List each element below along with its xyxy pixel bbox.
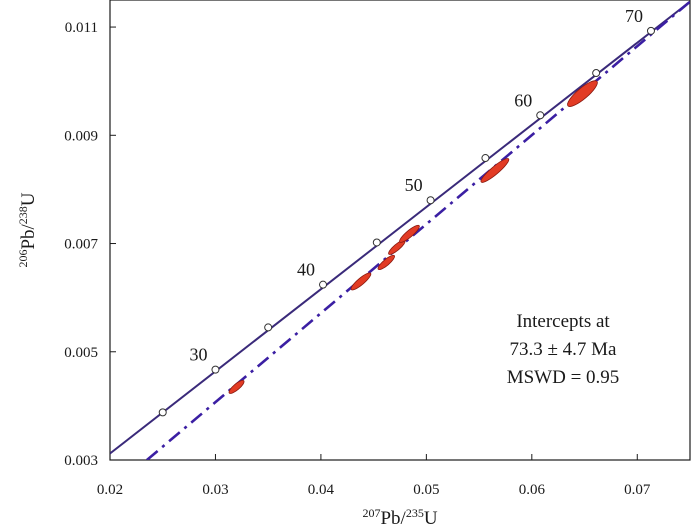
x-tick-label: 0.02	[97, 482, 123, 498]
age-marker	[319, 280, 328, 289]
age-marker	[592, 69, 601, 78]
intercept-annotation: Intercepts at 73.3 ± 4.7 Ma MSWD = 0.95	[507, 311, 620, 388]
annotation-line-1: Intercepts at	[516, 311, 610, 332]
y-tick-label: 0.003	[64, 453, 98, 469]
age-label: 70	[625, 6, 643, 26]
x-axis-title: 207Pb/235U	[362, 506, 437, 528]
age-marker	[264, 323, 273, 332]
x-tick-label: 0.06	[519, 482, 546, 498]
x-tick-label: 0.03	[202, 482, 228, 498]
x-axis-ticks: 0.02 0.03 0.04 0.05 0.06 0.07	[97, 454, 651, 498]
x-tick-label: 0.07	[624, 482, 651, 498]
x-tick-label: 0.04	[308, 482, 335, 498]
age-label: 30	[189, 345, 207, 365]
age-marker	[536, 111, 545, 120]
error-ellipse	[350, 272, 372, 291]
y-axis-ticks: 0.003 0.005 0.007 0.009 0.011	[64, 20, 116, 469]
age-marker	[211, 365, 220, 374]
age-marker	[646, 26, 655, 35]
age-label: 60	[514, 90, 532, 110]
y-axis-title: 206Pb/238U	[16, 192, 39, 267]
annotation-line-2: 73.3 ± 4.7 Ma	[509, 339, 617, 360]
y-tick-label: 0.011	[65, 20, 98, 36]
annotation-line-3: MSWD = 0.95	[507, 367, 620, 388]
y-tick-label: 0.005	[64, 345, 98, 361]
age-marker	[158, 408, 167, 417]
age-labels: 30 40 50 60 70	[189, 6, 643, 365]
error-ellipse	[228, 380, 245, 394]
error-ellipse	[377, 254, 395, 271]
age-label: 50	[405, 175, 423, 195]
error-ellipse	[567, 80, 598, 107]
x-tick-label: 0.05	[413, 482, 439, 498]
error-ellipses	[228, 80, 598, 394]
y-tick-label: 0.007	[64, 237, 98, 253]
age-marker	[372, 238, 381, 247]
y-tick-label: 0.009	[64, 128, 98, 144]
age-label: 40	[297, 260, 315, 280]
age-marker	[481, 154, 490, 163]
age-marker	[426, 196, 435, 205]
error-ellipse	[399, 224, 420, 243]
concordia-curve	[110, 0, 690, 455]
error-ellipse	[480, 158, 510, 183]
age-markers	[158, 26, 655, 417]
